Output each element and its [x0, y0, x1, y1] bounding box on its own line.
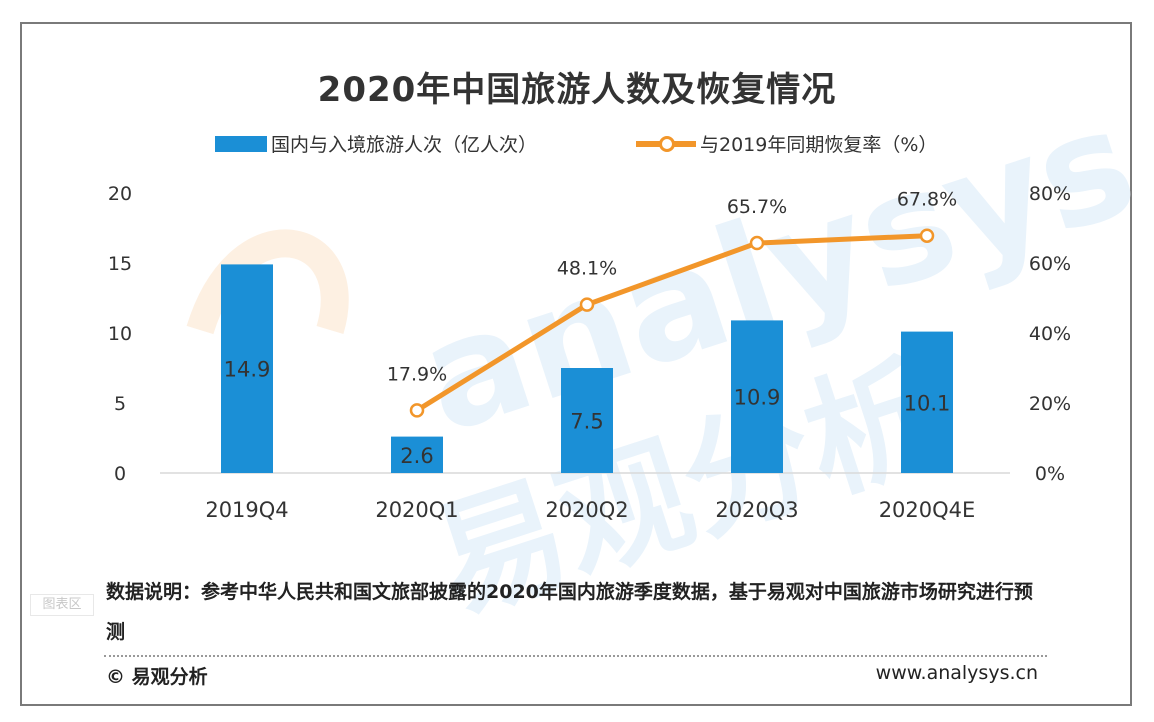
bar-data-label: 10.1 — [904, 391, 951, 415]
right-axis-tick-label: 60% — [1029, 253, 1071, 275]
footer-divider — [104, 655, 1047, 657]
right-axis-tick-label: 80% — [1029, 183, 1071, 205]
right-axis-tick-label: 40% — [1029, 323, 1071, 345]
x-axis-tick-label: 2020Q1 — [375, 498, 458, 522]
line-point — [579, 297, 595, 312]
x-axis-tick-label: 2020Q3 — [715, 498, 798, 522]
right-axis-tick-label: 20% — [1029, 393, 1071, 415]
watermark-logo: analysys 易观分析 — [186, 75, 1154, 641]
bar — [731, 320, 783, 473]
legend-bar: 国内与入境旅游人次（亿人次） — [215, 130, 537, 157]
legend-line: 与2019年同期恢复率（%） — [636, 130, 937, 157]
right-axis-tick-label: 0% — [1035, 463, 1065, 485]
bar — [561, 368, 613, 473]
line-data-label: 65.7% — [727, 196, 787, 218]
website-url: www.analysys.cn — [875, 662, 1038, 684]
chart-title: 2020年中国旅游人数及恢复情况 — [317, 70, 837, 110]
bar — [901, 331, 953, 473]
left-axis-tick-label: 5 — [114, 393, 126, 415]
bar-data-label: 7.5 — [570, 410, 603, 434]
line-point — [409, 403, 425, 418]
left-axis-tick-label: 15 — [108, 253, 132, 275]
bar-data-label: 2.6 — [400, 444, 433, 468]
left-axis-tick-label: 20 — [108, 183, 132, 205]
legend-line-swatch — [636, 135, 696, 152]
x-axis-tick-label: 2020Q4E — [879, 498, 976, 522]
line-data-label: 17.9% — [387, 363, 447, 385]
bar-data-label: 10.9 — [734, 386, 781, 410]
left-axis-tick-label: 10 — [108, 323, 132, 345]
line-point — [919, 228, 935, 243]
legend-bar-label: 国内与入境旅游人次（亿人次） — [271, 134, 538, 156]
legend-bar-swatch — [215, 135, 267, 152]
line-point — [749, 235, 765, 251]
left-axis-tick-label: 0 — [114, 463, 126, 485]
line-data-label: 67.8% — [897, 189, 957, 211]
recovery-rate-line — [415, 233, 928, 413]
x-axis-tick-label: 2020Q2 — [545, 498, 628, 522]
bar — [391, 436, 443, 473]
legend-line-label: 与2019年同期恢复率（%） — [700, 134, 938, 156]
data-note: 数据说明：参考中华人民共和国文旅部披露的2020年国内旅游季度数据，基于易观对中… — [106, 581, 1033, 643]
bar — [221, 264, 273, 473]
copyright: © 易观分析 — [106, 666, 208, 688]
x-axis-tick-label: 2019Q4 — [205, 498, 288, 522]
line-data-label: 48.1% — [557, 258, 617, 280]
bar-data-label: 14.9 — [224, 358, 271, 382]
chart-area-tag: 图表区 — [30, 594, 94, 616]
